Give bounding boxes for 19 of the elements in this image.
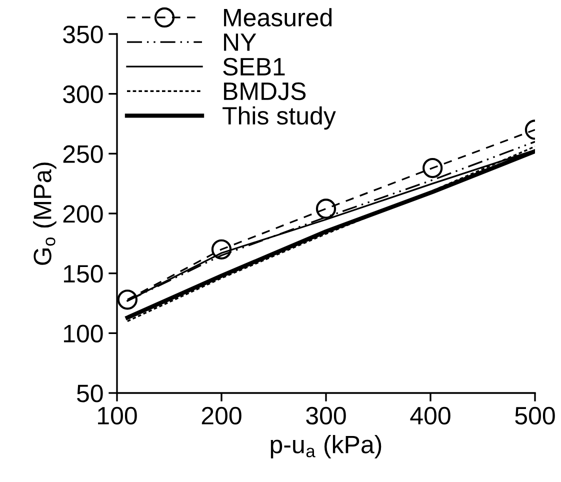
legend-label: NY bbox=[224, 34, 256, 51]
legend-label: SEB1 bbox=[223, 58, 285, 76]
y-tick-label: 100 bbox=[64, 324, 103, 342]
x-tick-label: 400 bbox=[410, 406, 450, 425]
x-tick-label: 500 bbox=[515, 406, 555, 425]
y-tick-label: 50 bbox=[77, 384, 103, 402]
x-tick-label: 300 bbox=[306, 406, 346, 425]
y-tick-label: 200 bbox=[63, 205, 103, 223]
y-tick-label: 150 bbox=[64, 264, 103, 283]
y-tick-label: 350 bbox=[63, 26, 103, 44]
y-tick-label: 300 bbox=[63, 85, 103, 104]
legend-label: This study bbox=[222, 106, 336, 130]
y-tick-label: 250 bbox=[63, 145, 103, 163]
x-tick-label: 200 bbox=[202, 406, 242, 425]
legend-label: Measured bbox=[224, 8, 332, 26]
legend-label: BMDJS bbox=[224, 82, 306, 100]
x-axis-title: p-u$_{a}$ (kPa) bbox=[270, 435, 382, 458]
y-axis-title: G$_{o}$ (MPa) bbox=[33, 162, 56, 265]
x-tick-label: 100 bbox=[98, 406, 137, 425]
